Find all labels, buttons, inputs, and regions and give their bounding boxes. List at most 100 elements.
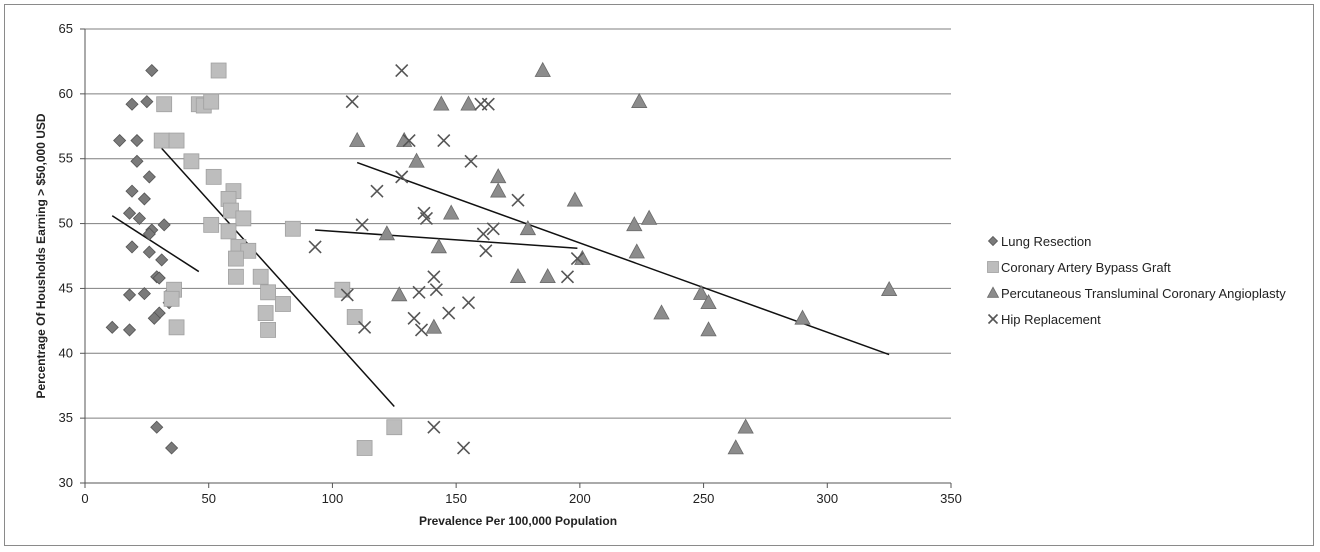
chart-frame: 30 35 40 45 50 55 60 65 0 50 100 150 200 250 300 350 Lu… [4, 4, 1314, 546]
data-point-hip-replacement [437, 133, 451, 148]
data-point-percutaneous-transluminal-coronary-angioplasty [534, 61, 551, 77]
data-point-lung-resection [122, 206, 137, 220]
data-point-coronary-artery-bypass-graft [260, 322, 276, 338]
data-point-lung-resection [142, 170, 156, 184]
data-point-lung-resection [142, 227, 156, 241]
legend-label: Percutaneous Transluminal Coronary Angio… [1001, 286, 1286, 301]
legend-marker-coronary-artery-bypass-graft [987, 261, 999, 273]
data-point-coronary-artery-bypass-graft [260, 284, 276, 301]
data-point-coronary-artery-bypass-graft [168, 132, 185, 149]
trendline-lung-resection [111, 215, 200, 273]
data-point-lung-resection [140, 95, 154, 109]
data-point-hip-replacement [560, 270, 575, 284]
data-point-hip-replacement [442, 306, 456, 320]
data-point-hip-replacement [427, 420, 441, 434]
data-point-hip-replacement [464, 154, 478, 168]
data-point-hip-replacement [355, 218, 369, 232]
legend: Lung Resection Coronary Artery Bypass Gra… [986, 234, 1286, 327]
x-tick-label: 300 [816, 491, 838, 506]
data-point-hip-replacement [340, 288, 354, 302]
data-point-coronary-artery-bypass-graft [228, 268, 244, 285]
data-point-lung-resection [130, 154, 144, 168]
data-point-hip-replacement [481, 97, 495, 111]
legend-item-coronary-artery-bypass-graft: Coronary Artery Bypass Graft [987, 260, 1171, 275]
data-point-percutaneous-transluminal-coronary-angioplasty [727, 439, 744, 455]
data-point-coronary-artery-bypass-graft [386, 419, 403, 436]
data-point-lung-resection [125, 240, 139, 254]
legend-item-hip-replacement: Hip Replacement [987, 312, 1101, 327]
data-point-coronary-artery-bypass-graft [203, 216, 220, 233]
trendline-coronary-artery-bypass-graft [161, 147, 395, 407]
axes: 30 35 40 45 50 55 60 65 0 50 100 150 200 250 300 350 [59, 21, 962, 506]
x-tick-label: 50 [201, 491, 215, 506]
y-tick-label: 60 [59, 86, 73, 101]
data-point-coronary-artery-bypass-graft [228, 250, 244, 267]
data-point-lung-resection [125, 97, 139, 111]
y-axis-title: Percentrage Of Housholds Earning > $50,0… [34, 113, 48, 398]
legend-marker-lung-resection [987, 235, 999, 247]
data-point-hip-replacement [407, 311, 421, 325]
data-point-coronary-artery-bypass-graft [183, 153, 200, 170]
legend-label: Lung Resection [1001, 234, 1091, 249]
data-point-lung-resection [122, 288, 137, 302]
data-point-lung-resection [105, 320, 119, 334]
legend-label: Hip Replacement [1001, 312, 1101, 327]
data-point-hip-replacement [414, 323, 429, 337]
data-point-coronary-artery-bypass-graft [220, 223, 237, 240]
data-point-percutaneous-transluminal-coronary-angioplasty [460, 95, 477, 111]
data-point-percutaneous-transluminal-coronary-angioplasty [737, 418, 754, 434]
data-point-coronary-artery-bypass-graft [346, 309, 363, 325]
x-tick-label: 200 [569, 491, 591, 506]
data-point-percutaneous-transluminal-coronary-angioplasty [653, 304, 670, 320]
data-point-coronary-artery-bypass-graft [168, 319, 185, 336]
data-point-lung-resection [142, 245, 156, 259]
data-point-percutaneous-transluminal-coronary-angioplasty [640, 209, 658, 225]
data-point-percutaneous-transluminal-coronary-angioplasty [626, 216, 643, 232]
data-point-percutaneous-transluminal-coronary-angioplasty [794, 309, 811, 325]
data-point-percutaneous-transluminal-coronary-angioplasty [490, 182, 507, 198]
x-tick-label: 100 [322, 491, 344, 506]
data-point-percutaneous-transluminal-coronary-angioplasty [509, 268, 527, 284]
y-tick-label: 50 [59, 216, 73, 231]
data-point-lung-resection [152, 271, 166, 285]
data-point-coronary-artery-bypass-graft [163, 290, 180, 307]
data-point-percutaneous-transluminal-coronary-angioplasty [430, 238, 447, 254]
data-point-lung-resection [137, 192, 151, 206]
data-point-coronary-artery-bypass-graft [205, 168, 222, 185]
legend-label: Coronary Artery Bypass Graft [1001, 260, 1171, 275]
legend-item-percutaneous-transluminal-coronary-angioplasty: Percutaneous Transluminal Coronary Angio… [986, 286, 1286, 301]
data-point-hip-replacement [370, 184, 384, 198]
y-tick-label: 65 [59, 21, 73, 36]
data-point-percutaneous-transluminal-coronary-angioplasty [348, 131, 366, 147]
data-point-percutaneous-transluminal-coronary-angioplasty [631, 92, 648, 108]
x-tick-label: 350 [940, 491, 962, 506]
data-point-percutaneous-transluminal-coronary-angioplasty [433, 95, 450, 111]
x-axis-title: Prevalence Per 100,000 Population [419, 514, 617, 528]
data-point-percutaneous-transluminal-coronary-angioplasty [443, 204, 460, 220]
x-tick-label: 0 [81, 491, 88, 506]
data-point-percutaneous-transluminal-coronary-angioplasty [391, 286, 408, 302]
data-point-coronary-artery-bypass-graft [210, 62, 227, 79]
legend-item-lung-resection: Lung Resection [987, 234, 1091, 249]
data-point-percutaneous-transluminal-coronary-angioplasty [490, 168, 507, 184]
data-point-lung-resection [157, 218, 171, 232]
data-point-percutaneous-transluminal-coronary-angioplasty [425, 318, 443, 334]
x-tick-label: 250 [693, 491, 715, 506]
data-point-percutaneous-transluminal-coronary-angioplasty [700, 321, 717, 337]
data-point-coronary-artery-bypass-graft [153, 132, 170, 149]
data-point-coronary-artery-bypass-graft [156, 96, 173, 113]
data-point-lung-resection [122, 323, 137, 337]
data-point-percutaneous-transluminal-coronary-angioplasty [880, 281, 898, 297]
data-point-coronary-artery-bypass-graft [252, 268, 269, 285]
legend-marker-percutaneous-transluminal-coronary-angioplasty [986, 286, 1000, 298]
y-tick-label: 40 [59, 345, 73, 360]
trendlines [111, 147, 890, 407]
data-point-hip-replacement [479, 244, 493, 258]
data-point-lung-resection [165, 441, 179, 455]
y-tick-label: 45 [59, 280, 73, 295]
legend-marker-hip-replacement [987, 313, 999, 325]
data-point-hip-replacement [395, 170, 409, 184]
data-point-percutaneous-transluminal-coronary-angioplasty [692, 284, 710, 300]
y-tick-label: 55 [59, 151, 73, 166]
data-point-percutaneous-transluminal-coronary-angioplasty [628, 243, 645, 259]
